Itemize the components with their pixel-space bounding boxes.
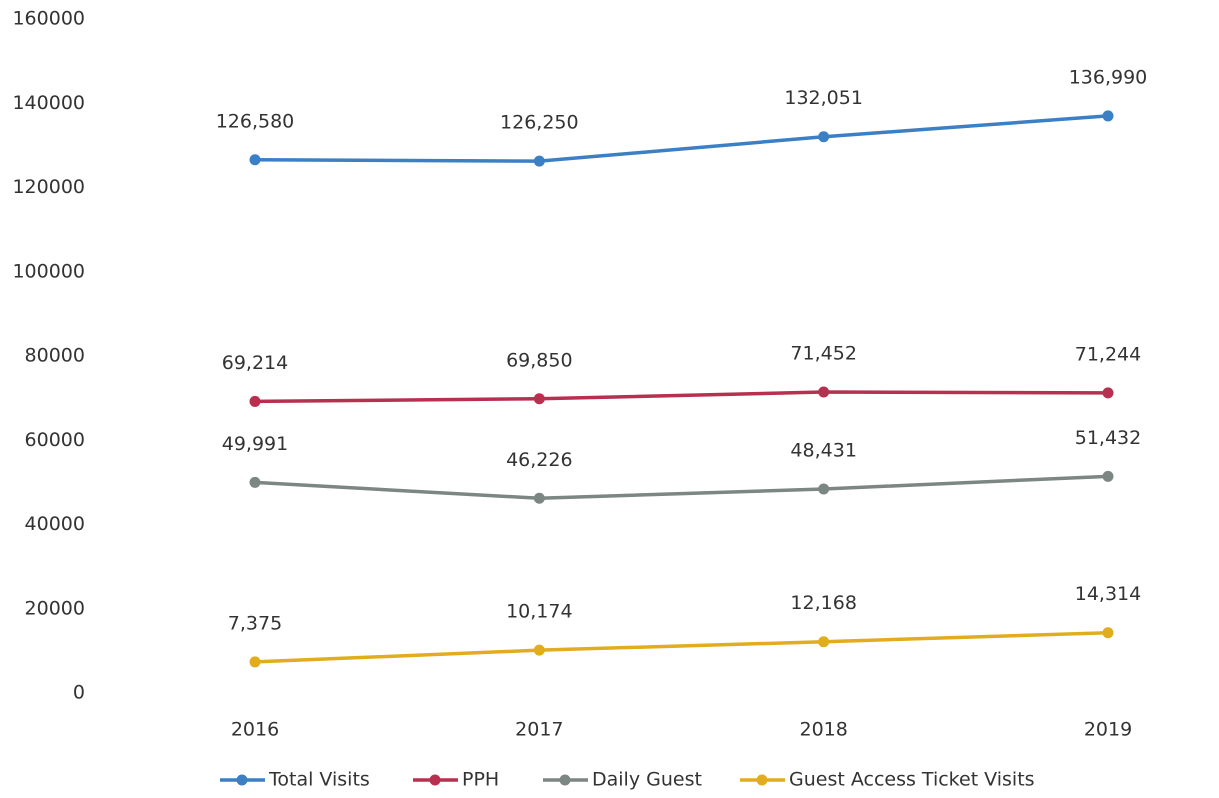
data-label: 14,314: [1075, 583, 1141, 605]
x-tick-label: 2016: [231, 719, 279, 741]
data-label: 69,850: [506, 349, 572, 371]
data-label: 12,168: [790, 592, 856, 614]
data-label: 71,452: [790, 343, 856, 365]
point: [249, 154, 261, 166]
point: [533, 492, 545, 504]
point: [818, 636, 830, 648]
data-label: 48,431: [790, 439, 856, 461]
data-label: 46,226: [506, 449, 572, 471]
point: [1102, 470, 1114, 482]
point: [249, 656, 261, 668]
data-label: 49,991: [222, 433, 288, 455]
point: [818, 483, 830, 495]
y-tick-label: 40000: [25, 513, 85, 535]
series-line: [254, 474, 1109, 501]
legend-marker: [559, 774, 571, 786]
y-tick-label: 100000: [12, 260, 85, 282]
series-line: [254, 114, 1109, 163]
legend-label: Guest Access Ticket Visits: [789, 769, 1035, 791]
series-line: [254, 390, 1109, 404]
point: [533, 155, 545, 167]
point: [1102, 387, 1114, 399]
data-label: 132,051: [784, 87, 863, 109]
x-tick-label: 2019: [1084, 719, 1132, 741]
legend-label: PPH: [462, 769, 499, 791]
legend-label: Daily Guest: [592, 769, 702, 791]
y-tick-label: 60000: [25, 429, 85, 451]
point: [818, 386, 830, 398]
x-tick-label: 2018: [799, 719, 847, 741]
legend-marker: [429, 774, 441, 786]
data-label: 69,214: [222, 352, 288, 374]
y-tick-label: 20000: [25, 597, 85, 619]
point: [818, 131, 830, 143]
y-tick-label: 80000: [25, 345, 85, 367]
y-tick-label: 160000: [12, 8, 85, 30]
data-label: 7,375: [228, 612, 282, 634]
point: [533, 393, 545, 405]
y-tick-label: 0: [73, 682, 85, 704]
legend-marker: [236, 774, 248, 786]
point: [1102, 627, 1114, 639]
point: [1102, 110, 1114, 122]
data-label: 136,990: [1069, 66, 1148, 88]
legend-marker: [756, 774, 768, 786]
series-line: [254, 630, 1109, 664]
data-label: 71,244: [1075, 343, 1141, 365]
x-tick-label: 2017: [515, 719, 563, 741]
y-tick-label: 140000: [12, 92, 85, 114]
point: [533, 644, 545, 656]
data-label: 126,250: [500, 112, 579, 134]
data-label: 51,432: [1075, 427, 1141, 449]
data-label: 10,174: [506, 601, 572, 623]
data-label: 126,580: [216, 110, 295, 132]
point: [249, 476, 261, 488]
point: [249, 395, 261, 407]
y-tick-label: 120000: [12, 176, 85, 198]
legend-label: Total Visits: [268, 769, 370, 791]
